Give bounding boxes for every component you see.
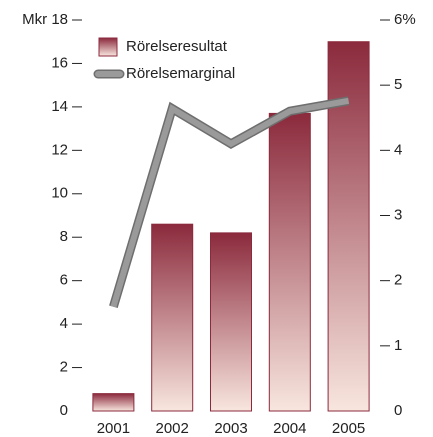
bar [151,223,194,412]
y-tick-label: 14 [51,98,68,115]
y2-tick-label: 3 [394,206,402,223]
bar [268,112,311,412]
y2-tick-label: 1 [394,337,402,354]
y-tick-label: 2 [60,359,68,376]
y-tick-label: Mkr 18 [22,11,68,28]
y-tick-label: 6 [60,272,68,289]
y-tick-label: 16 [51,54,68,71]
bar [210,232,252,412]
y2-tick-label: 0 [394,402,402,419]
y2-tick-label: 6% [394,11,416,28]
y-tick-label: 0 [60,402,68,419]
x-tick-label: 2001 [97,420,130,437]
y-tick-label: 12 [51,141,68,158]
legend-label: Rörelseresultat [126,38,228,55]
y-tick-label: 8 [60,228,68,245]
legend-label: Rörelsemarginal [126,65,235,82]
line [110,97,350,308]
y2-tick-label: 2 [394,272,402,289]
x-tick-label: 2004 [273,420,306,437]
bar [92,393,135,412]
bar [327,41,370,412]
x-tick-label: 2002 [156,420,189,437]
x-tick-label: 2005 [332,420,365,437]
y2-tick-label: 5 [394,76,402,93]
y2-tick-label: 4 [394,141,402,158]
y-tick-label: 4 [60,315,68,332]
x-tick-label: 2003 [214,420,247,437]
legend-swatch [98,37,118,57]
y-tick-label: 10 [51,185,68,202]
